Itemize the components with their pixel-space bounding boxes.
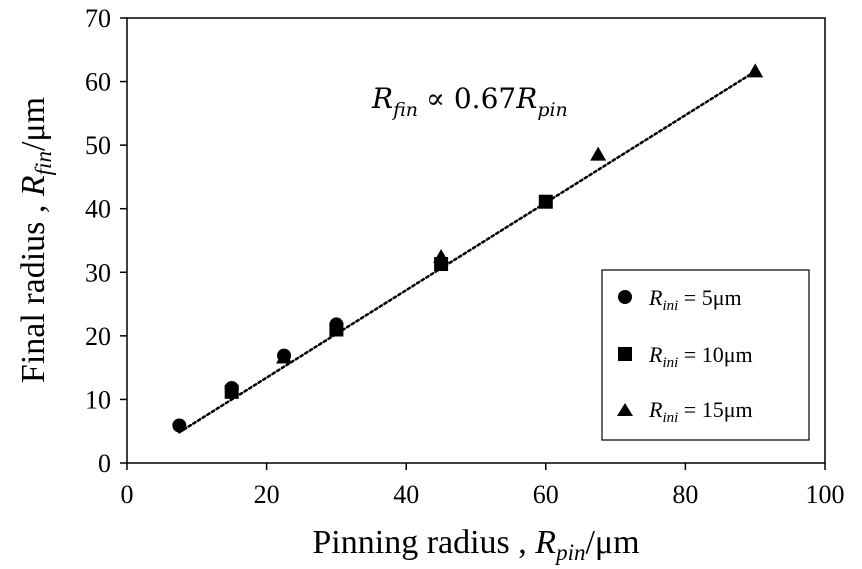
y-tick-label: 30 <box>85 258 111 287</box>
y-axis-label: Final radius , Rfin/μm <box>15 97 56 383</box>
y-tick-label: 0 <box>98 449 111 478</box>
data-point-square <box>538 194 553 209</box>
y-tick-label: 60 <box>85 68 111 97</box>
legend-marker-triangle <box>617 403 633 416</box>
x-tick-label: 60 <box>533 480 559 509</box>
legend-label-series-3: Rini = 15μm <box>648 397 753 426</box>
legend-marker-circle <box>618 290 632 304</box>
data-point-triangle <box>433 249 450 264</box>
legend-marker-square <box>618 347 632 361</box>
x-tick-label: 40 <box>393 480 419 509</box>
y-tick-label: 50 <box>85 131 111 160</box>
x-axis-label: Pinning radius , Rpin/μm <box>312 524 639 565</box>
data-point-triangle <box>590 146 607 161</box>
data-point-square <box>329 322 344 337</box>
x-tick-label: 80 <box>672 480 698 509</box>
fit-annotation: Rfin ∝ 0.67Rpin <box>371 82 568 121</box>
plot-frame <box>126 17 826 464</box>
data-point-triangle <box>276 349 293 364</box>
y-tick-label: 70 <box>85 4 111 33</box>
legend: Rini = 5μm Rini = 10μm Rini = 15μm <box>601 269 810 441</box>
y-tick-label: 40 <box>85 195 111 224</box>
data-point-triangle <box>747 63 764 78</box>
legend-label-series-1: Rini = 5μm <box>648 285 742 314</box>
y-tick-label: 20 <box>85 322 111 351</box>
data-point-square <box>224 384 239 399</box>
trend-line <box>178 70 757 434</box>
legend-box <box>601 269 810 441</box>
x-tick-label: 100 <box>806 480 845 509</box>
y-tick-label: 10 <box>85 385 111 414</box>
data-point-circle <box>172 418 187 433</box>
x-tick-label: 0 <box>121 480 134 509</box>
legend-label-series-2: Rini = 10μm <box>648 342 753 371</box>
x-tick-label: 20 <box>254 480 280 509</box>
